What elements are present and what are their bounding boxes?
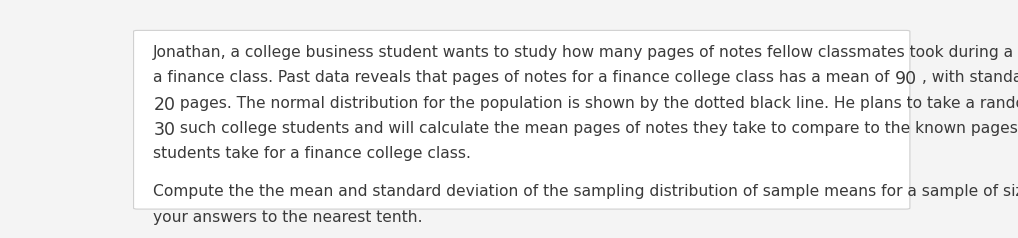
Text: 30: 30 [154,121,175,139]
Text: 20: 20 [154,96,175,114]
Text: Compute the the mean and standard deviation of the sampling distribution of samp: Compute the the mean and standard deviat… [154,184,1018,199]
Text: Jonathan, a college business student wants to study how many pages of notes fell: Jonathan, a college business student wan… [154,45,1018,60]
Text: pages. The normal distribution for the population is shown by the dotted black l: pages. The normal distribution for the p… [175,96,1018,111]
FancyBboxPatch shape [133,30,910,209]
Text: students take for a finance college class.: students take for a finance college clas… [154,146,471,161]
Text: your answers to the nearest tenth.: your answers to the nearest tenth. [154,210,422,225]
Text: , with standard deviation: , with standard deviation [917,70,1018,85]
Text: 90: 90 [895,70,917,88]
Text: a finance class. Past data reveals that pages of notes for a finance college cla: a finance class. Past data reveals that … [154,70,895,85]
Text: such college students and will calculate the mean pages of notes they take to co: such college students and will calculate… [175,121,1018,136]
